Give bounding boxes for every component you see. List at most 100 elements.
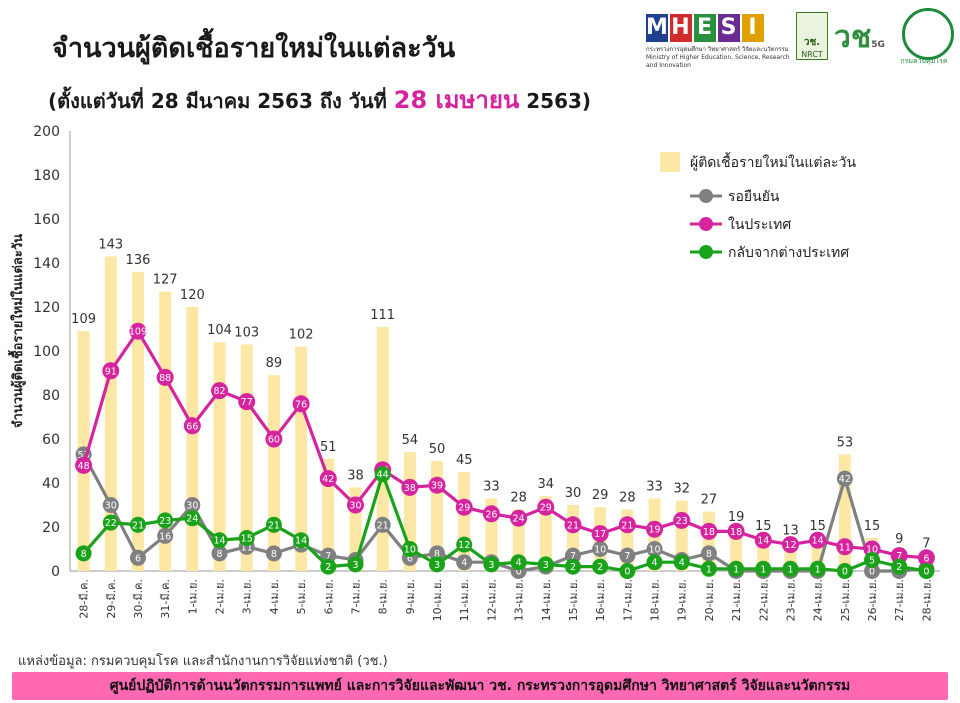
imported-label: 3: [488, 560, 494, 571]
imported-label: 1: [787, 564, 793, 575]
mhesi-letter: I: [742, 14, 764, 42]
bar: [376, 326, 389, 571]
bar-label: 103: [234, 325, 259, 340]
chart-subtitle: (ตั้งแต่วันที่ 28 มีนาคม 2563 ถึง วันที่…: [48, 80, 591, 119]
y-axis-title: จำนวนผู้ติดเชื้อรายใหม่ในแต่ละวัน: [7, 234, 26, 428]
data-source: แหล่งข้อมูล: กรมควบคุมโรค และสำนักงานการ…: [18, 654, 388, 669]
local-point: [238, 393, 256, 411]
local-label: 82: [213, 386, 225, 397]
imported-point: [891, 558, 908, 575]
imported-label: 4: [652, 558, 658, 569]
bar-label: 28: [510, 490, 527, 505]
local-point: [401, 478, 419, 496]
x-tick-label: 7-เม.ย.: [349, 579, 362, 614]
bar-label: 15: [864, 519, 881, 534]
mhesi-caption: กระทรวงการอุดมศึกษา วิทยาศาสตร์ วิจัยและ…: [646, 46, 796, 70]
pending-point: [564, 547, 581, 564]
imported-point: [184, 510, 201, 527]
bar: [131, 271, 144, 571]
local-point: [700, 522, 718, 540]
fiveg-text: วช: [834, 20, 872, 55]
imported-point: [293, 532, 310, 549]
pending-label: 0: [869, 567, 875, 578]
pending-point: [456, 554, 473, 571]
local-label: 18: [703, 527, 715, 538]
bar-label: 50: [429, 442, 446, 457]
x-tick-label: 17-เม.ย.: [621, 579, 634, 621]
pending-label: 7: [570, 551, 576, 562]
local-label: 38: [404, 483, 416, 494]
x-tick-label: 8-เม.ย.: [377, 579, 390, 614]
x-tick-label: 11-เม.ย.: [458, 579, 471, 621]
imported-label: 23: [159, 516, 171, 527]
pending-point: [265, 545, 282, 562]
bar: [431, 461, 444, 571]
bar-label: 32: [673, 482, 690, 497]
imported-point: [238, 530, 255, 546]
x-tick-label: 16-เม.ย.: [594, 579, 607, 621]
imported-point: [510, 554, 527, 571]
local-label: 39: [431, 481, 443, 492]
imported-label: 8: [81, 549, 87, 560]
y-tick-label: 0: [51, 564, 60, 580]
legend-imported-marker: [699, 245, 713, 259]
imported-label: 3: [434, 560, 440, 571]
bar-label: 33: [483, 479, 500, 494]
pending-point: [592, 541, 609, 557]
local-label: 14: [812, 536, 824, 547]
local-point: [129, 322, 147, 340]
local-point: [455, 498, 473, 516]
imported-point: [129, 516, 146, 533]
imported-point: [592, 558, 609, 575]
local-point: [292, 395, 310, 413]
local-point: [618, 516, 636, 534]
local-point: [183, 417, 201, 435]
bar-label: 127: [153, 273, 178, 288]
imported-label: 24: [186, 514, 198, 525]
local-label: 23: [676, 516, 688, 527]
bar-label: 89: [266, 356, 283, 371]
x-tick-label: 15-เม.ย.: [567, 579, 580, 621]
bar-label: 9: [895, 532, 903, 547]
local-point: [591, 525, 609, 543]
x-tick-label: 1-เม.ย.: [186, 579, 199, 614]
imported-point: [537, 556, 554, 573]
imported-point: [429, 556, 446, 573]
pending-point: [429, 545, 446, 562]
imported-point: [864, 552, 881, 568]
x-tick-label: 19-เม.ย.: [676, 579, 689, 621]
y-tick-label: 200: [33, 124, 60, 140]
pending-point: [157, 527, 174, 544]
local-label: 26: [485, 509, 497, 520]
subtitle-highlight-date: 28 เมษายน: [393, 86, 520, 114]
local-point: [510, 509, 528, 527]
pending-label: 30: [186, 501, 198, 512]
x-tick-label: 6-เม.ย.: [322, 579, 335, 614]
local-point: [754, 531, 772, 549]
bar-label: 109: [71, 312, 96, 327]
local-point: [265, 430, 283, 448]
pending-label: 6: [135, 553, 141, 564]
local-label: 14: [757, 536, 769, 547]
pending-point: [700, 545, 717, 562]
x-tick-label: 28-เม.ย.: [920, 579, 933, 621]
pending-label: 7: [624, 551, 630, 562]
pending-label: 8: [217, 549, 223, 560]
imported-label: 21: [268, 520, 280, 531]
local-label: 42: [322, 474, 334, 485]
bar-label: 15: [755, 519, 772, 534]
local-point: [646, 520, 664, 538]
imported-point: [75, 545, 92, 562]
x-tick-label: 31-มี.ค.: [159, 579, 172, 619]
legend-pending-marker: [699, 189, 713, 203]
legend-pending-label: รอยืนยัน: [728, 189, 780, 205]
ddc-logo: [902, 8, 954, 60]
bar-label: 34: [538, 477, 555, 492]
local-point: [917, 549, 935, 567]
local-point: [836, 538, 854, 556]
bar-label: 38: [347, 468, 364, 483]
pending-line: [82, 453, 927, 573]
local-label: 11: [839, 542, 851, 553]
local-label: 76: [295, 399, 307, 410]
